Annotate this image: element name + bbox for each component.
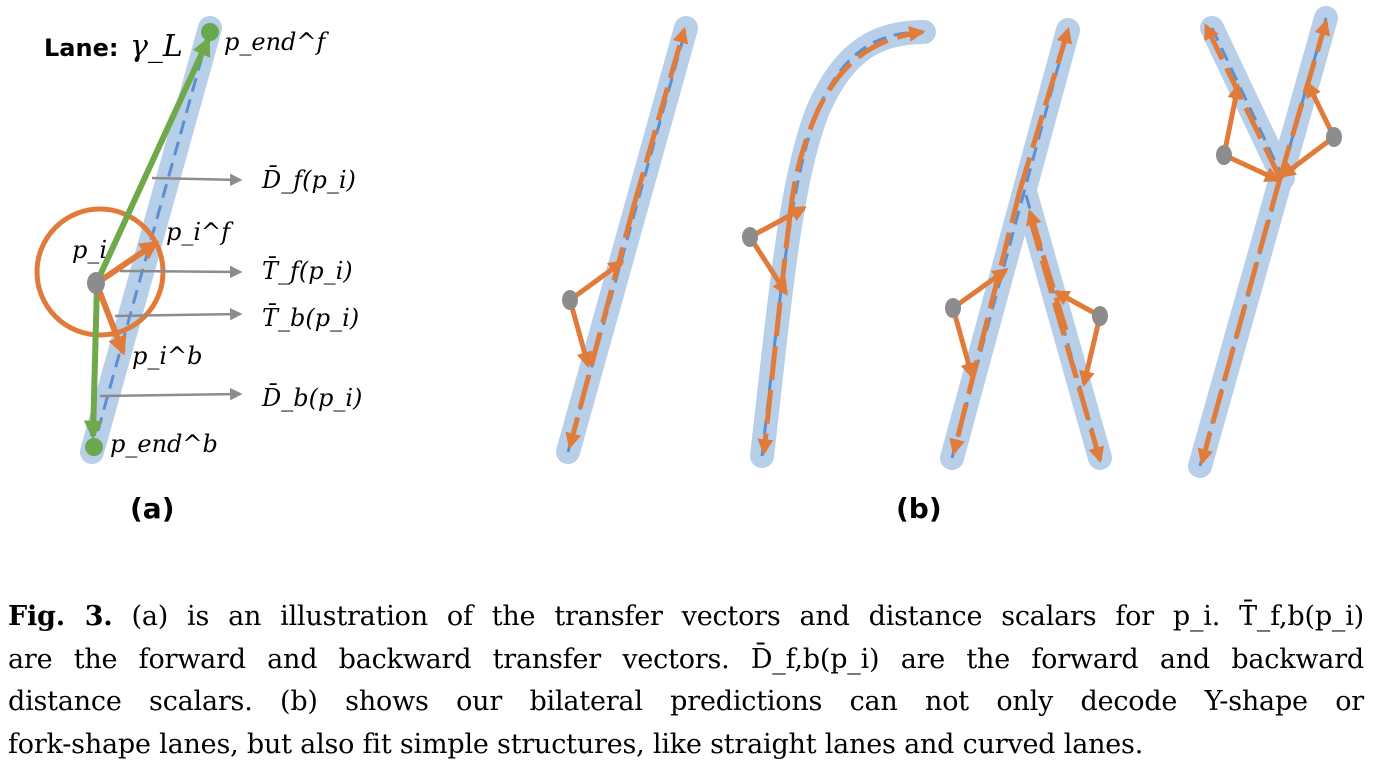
lane-centerline bbox=[90, 27, 212, 453]
caption-line-4: fork-shape lanes, but also fit simple st… bbox=[8, 728, 1144, 760]
caption-line-1-text: (a) is an illustration of the transfer v… bbox=[131, 601, 1364, 632]
pointer-Db bbox=[99, 387, 243, 401]
label-pi-b: p_i^b bbox=[132, 342, 203, 370]
pointer-Tb bbox=[114, 307, 243, 321]
caption-line-2: are the forward and backward transfer ve… bbox=[8, 643, 1364, 675]
lane-label: Lane: bbox=[44, 34, 118, 62]
panel-a-tag: (a) bbox=[130, 492, 175, 525]
label-Df: D̄_f(p_i) bbox=[261, 166, 356, 194]
lane-curved bbox=[742, 20, 936, 468]
label-Tf: T̄_f(p_i) bbox=[262, 257, 353, 285]
sample-point bbox=[1326, 127, 1342, 147]
panel-b: (b) bbox=[556, 6, 1342, 525]
figure-3-diagram: Lane: γ_L p_end^f p_i p_i^f p_i^b p_end^… bbox=[34, 6, 1342, 525]
caption-line-1: Fig. 3. (a) is an illustration of the tr… bbox=[8, 596, 1364, 639]
pointer-Tf bbox=[119, 265, 243, 279]
lane-straight bbox=[556, 16, 698, 464]
sample-point bbox=[562, 290, 578, 310]
point-pend-b bbox=[85, 438, 103, 456]
lane-symbol: γ_L bbox=[130, 29, 183, 64]
sample-point bbox=[1092, 306, 1108, 326]
backward-distance-vector bbox=[83, 283, 104, 440]
sample-point bbox=[945, 298, 961, 318]
caption-fig-label: Fig. 3. bbox=[8, 601, 113, 632]
panel-a: Lane: γ_L p_end^f p_i p_i^f p_i^b p_end^… bbox=[34, 16, 362, 525]
label-pend-b: p_end^b bbox=[110, 430, 218, 458]
sample-point bbox=[1216, 145, 1232, 165]
point-pend-f bbox=[201, 23, 219, 41]
label-pi-f: p_i^f bbox=[166, 218, 234, 246]
pointer-Df bbox=[151, 173, 243, 187]
sample-point bbox=[742, 227, 758, 247]
point-pi bbox=[87, 272, 105, 294]
forward-transfer-vector bbox=[95, 240, 160, 286]
forward-distance-vector bbox=[94, 36, 211, 284]
caption-line-3: distance scalars. (b) shows our bilatera… bbox=[8, 686, 1364, 717]
label-pi: p_i bbox=[72, 236, 107, 264]
figure-caption: Fig. 3. (a) is an illustration of the tr… bbox=[8, 596, 1364, 766]
label-pend-f: p_end^f bbox=[224, 28, 329, 56]
backward-transfer-vector bbox=[94, 283, 127, 356]
lane-y-shape bbox=[1188, 6, 1342, 478]
lane-fork bbox=[940, 18, 1112, 470]
panel-b-tag: (b) bbox=[896, 492, 942, 525]
label-Tb: T̄_b(p_i) bbox=[262, 304, 359, 332]
label-Db: D̄_b(p_i) bbox=[261, 384, 362, 412]
